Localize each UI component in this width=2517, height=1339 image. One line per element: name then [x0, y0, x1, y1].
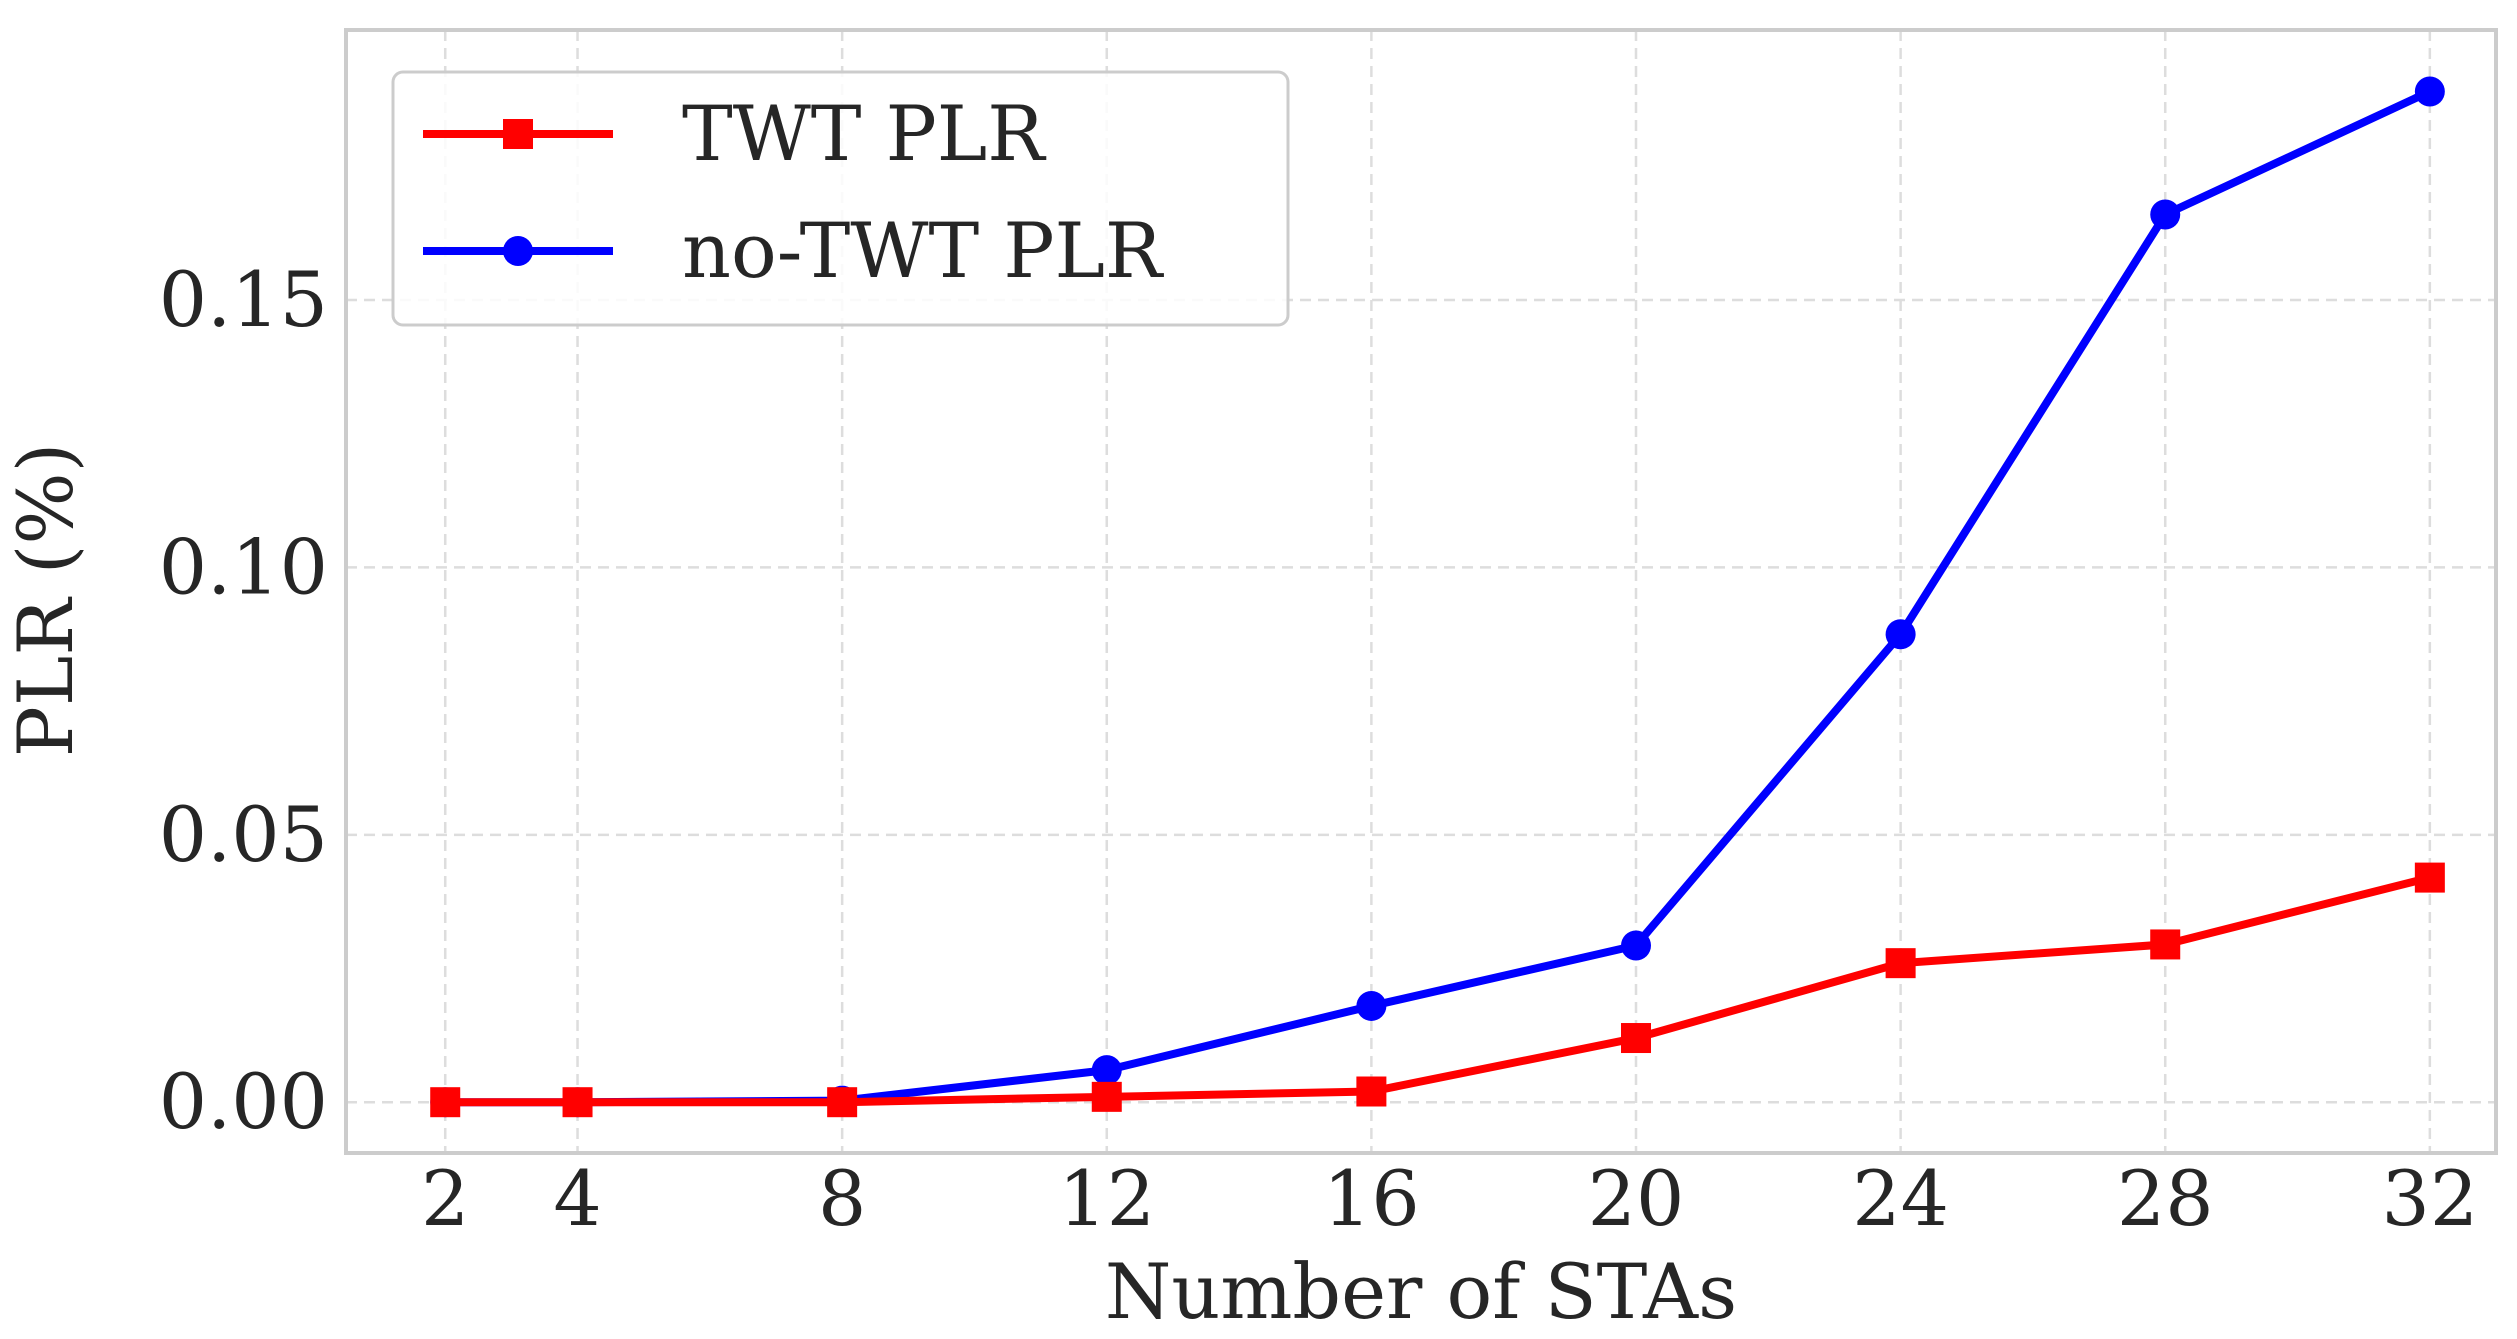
- data-point-twt-plr: [430, 1087, 461, 1118]
- data-point-no-twt-plr: [1356, 990, 1387, 1021]
- x-tick-label: 16: [1323, 1154, 1420, 1243]
- x-axis-label: Number of STAs: [1105, 1247, 1737, 1336]
- data-point-twt-plr: [827, 1087, 858, 1118]
- data-point-twt-plr: [1356, 1076, 1387, 1107]
- x-tick-label: 24: [1852, 1154, 1949, 1243]
- data-point-no-twt-plr: [2150, 199, 2181, 230]
- data-point-twt-plr: [562, 1087, 593, 1118]
- x-tick-label: 2: [421, 1154, 469, 1243]
- legend-marker-circle: [503, 236, 533, 266]
- y-tick-label: 0.00: [159, 1057, 328, 1146]
- legend-label-no-twt: no-TWT PLR: [682, 206, 1165, 295]
- y-tick-label: 0.10: [159, 522, 328, 611]
- y-tick-label: 0.15: [159, 255, 328, 344]
- legend-box: [391, 70, 1290, 327]
- legend-label-twt: TWT PLR: [682, 89, 1047, 178]
- data-point-twt-plr: [2150, 929, 2181, 960]
- plot-frame: [344, 28, 2498, 1155]
- data-point-twt-plr: [1885, 948, 1916, 979]
- y-axis-label: PLR (%): [1, 443, 90, 758]
- x-tick-label: 12: [1058, 1154, 1155, 1243]
- x-tick-label: 32: [2381, 1154, 2478, 1243]
- series-layer: [430, 76, 2445, 1118]
- x-tick-label: 8: [818, 1154, 866, 1243]
- data-point-no-twt-plr: [2414, 76, 2445, 107]
- data-point-no-twt-plr: [1621, 930, 1651, 961]
- x-tick-label: 20: [1588, 1154, 1685, 1243]
- legend: TWT PLR no-TWT PLR: [391, 70, 1290, 327]
- data-point-twt-plr: [1621, 1023, 1651, 1054]
- y-tick-label: 0.05: [159, 790, 328, 879]
- data-point-no-twt-plr: [1885, 619, 1916, 650]
- tick-labels: 2 4 8 12 16 20 24 28 32 0.00 0.05 0.10 0.15: [159, 255, 2478, 1243]
- data-point-no-twt-plr: [1091, 1055, 1122, 1086]
- legend-marker-square: [503, 119, 533, 149]
- x-tick-label: 28: [2117, 1154, 2214, 1243]
- x-tick-label: 4: [553, 1154, 601, 1243]
- data-point-twt-plr: [1091, 1081, 1122, 1112]
- data-point-twt-plr: [2414, 862, 2445, 893]
